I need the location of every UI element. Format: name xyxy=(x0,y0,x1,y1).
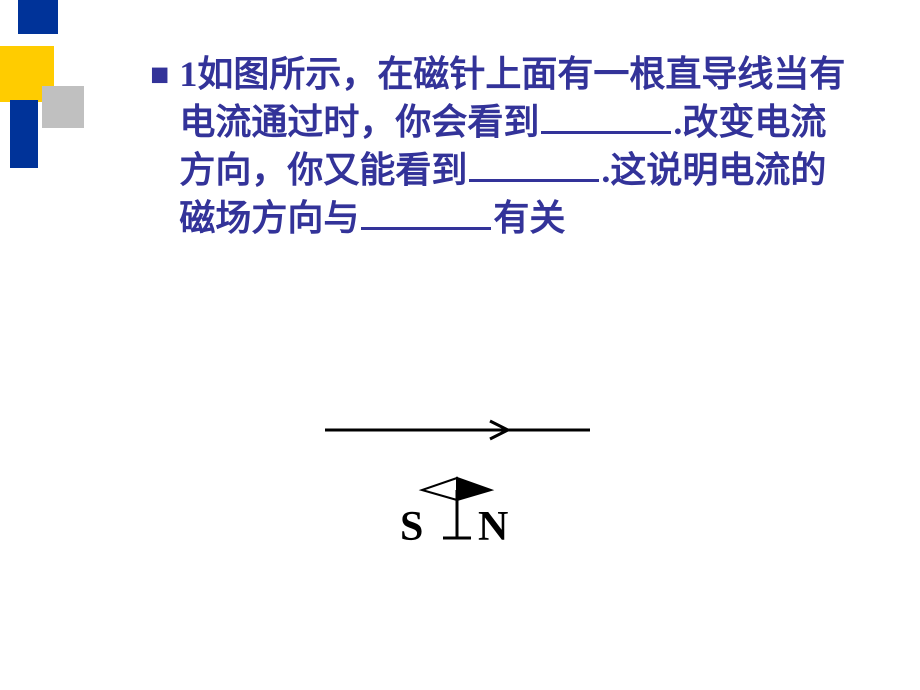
bullet-item: ■ 1如图所示，在磁针上面有一根直导线当有电流通过时，你会看到.改变电流方向，你… xyxy=(150,50,850,242)
blank-2 xyxy=(469,146,599,182)
physics-diagram: S N xyxy=(310,400,610,580)
compass-n-label: N xyxy=(478,504,508,550)
blank-1 xyxy=(541,98,671,134)
compass-needle-right xyxy=(457,478,491,500)
deco-shape xyxy=(18,0,58,34)
question-seg4: 有关 xyxy=(493,198,565,238)
deco-shape xyxy=(42,86,84,128)
bullet-icon: ■ xyxy=(150,50,169,98)
question-number: 1 xyxy=(179,54,197,94)
slide-body: ■ 1如图所示，在磁针上面有一根直导线当有电流通过时，你会看到.改变电流方向，你… xyxy=(150,50,850,242)
corner-decoration xyxy=(0,0,90,170)
compass-needle-left xyxy=(422,478,457,500)
compass-s-label: S xyxy=(400,504,423,550)
blank-3 xyxy=(361,194,491,230)
deco-shape xyxy=(10,100,38,168)
question-text: 1如图所示，在磁针上面有一根直导线当有电流通过时，你会看到.改变电流方向，你又能… xyxy=(179,50,850,242)
